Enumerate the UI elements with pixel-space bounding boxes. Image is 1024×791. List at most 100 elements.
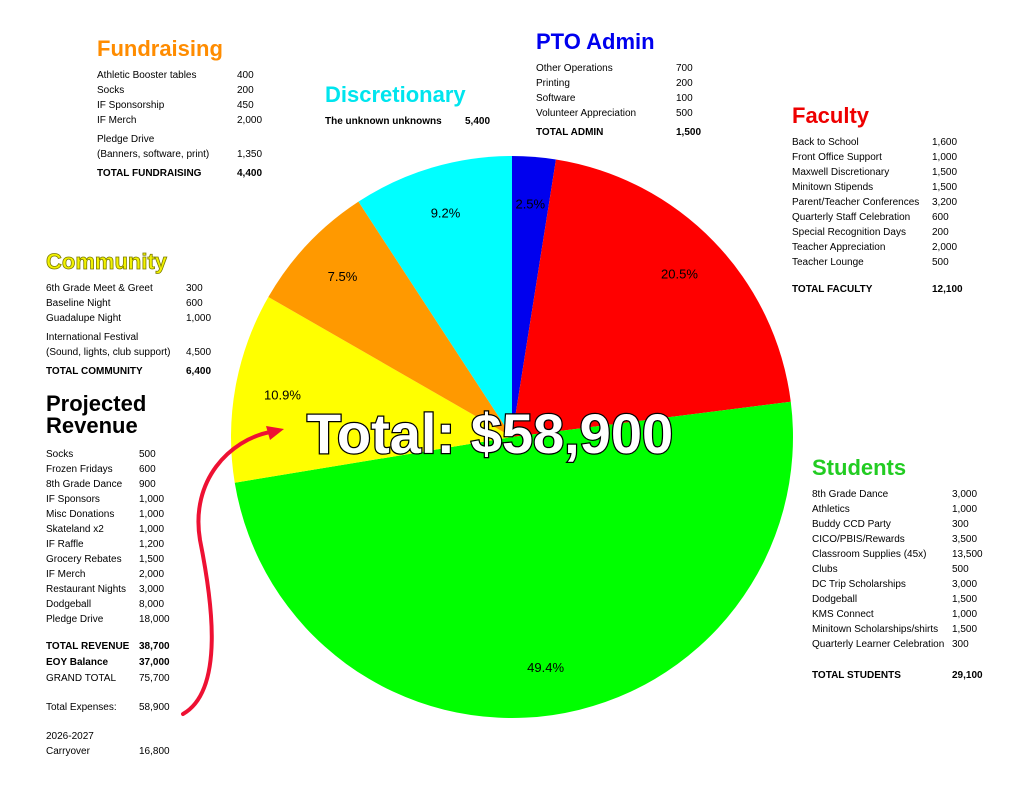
- revenue-item-value: 18,000: [139, 614, 170, 625]
- pto-admin-item-value: 100: [676, 93, 693, 104]
- students-item-value: 500: [952, 564, 969, 575]
- fundraising-item-label: Pledge Drive (Banners, software, print): [97, 134, 210, 160]
- faculty-item-label: Special Recognition Days: [792, 227, 906, 238]
- faculty-row: Teacher Lounge 500: [792, 255, 982, 270]
- pto-admin-row: Other Operations 700: [536, 61, 706, 76]
- fundraising-item-label: Socks: [97, 85, 125, 96]
- revenue-item-value: 1,000: [139, 494, 165, 505]
- revenue-item-value: 900: [139, 479, 156, 490]
- revenue-item-value: 500: [139, 449, 156, 460]
- discretionary-title: Discretionary: [325, 82, 466, 107]
- total-expenses-value: 58,900: [139, 702, 170, 713]
- pto-admin-item-label: Volunteer Appreciation: [536, 108, 637, 119]
- community-total-row: TOTAL COMMUNITY 6,400: [46, 364, 226, 379]
- faculty-item-value: 200: [932, 227, 949, 238]
- students-total-label: TOTAL STUDENTS: [812, 670, 901, 681]
- students-row: Quarterly Learner Celebration 300: [812, 637, 1007, 652]
- faculty-item-label: Teacher Appreciation: [792, 242, 886, 253]
- faculty-item-value: 1,500: [932, 167, 958, 178]
- revenue-row: Skateland x2 1,000: [46, 522, 196, 537]
- revenue-row: Misc Donations 1,000: [46, 507, 196, 522]
- students-title: Students: [812, 455, 907, 480]
- fundraising-item-value: 400: [237, 70, 254, 81]
- revenue-item-value: 1,500: [139, 554, 165, 565]
- fundraising-panel: Fundraising Athletic Booster tables 400 So…: [97, 36, 272, 181]
- pie-slice: [268, 201, 512, 437]
- revenue-item-label: Skateland x2: [46, 524, 104, 535]
- community-row: International Festival (Sound, lights, c…: [46, 330, 226, 360]
- eoy-balance-row: EOY Balance 37,000: [46, 655, 196, 670]
- expenses-arrow-head: [266, 426, 284, 440]
- pie-slice-label: 20.5%: [661, 267, 698, 282]
- faculty-panel: Faculty Back to School 1,600 Front Office …: [792, 103, 982, 297]
- pto-admin-item-label: Printing: [536, 78, 570, 89]
- community-item-value: 1,000: [186, 313, 212, 324]
- faculty-row: Minitown Stipends 1,500: [792, 180, 982, 195]
- community-total-value: 6,400: [186, 366, 212, 377]
- students-row: KMS Connect 1,000: [812, 607, 1007, 622]
- revenue-item-label: Misc Donations: [46, 509, 115, 520]
- discretionary-panel: Discretionary The unknown unknowns 5,400: [325, 82, 505, 129]
- students-item-value: 1,000: [952, 504, 978, 515]
- students-item-value: 1,500: [952, 594, 978, 605]
- fundraising-row: Pledge Drive (Banners, software, print) 1…: [97, 132, 272, 162]
- revenue-row: IF Merch 2,000: [46, 567, 196, 582]
- revenue-item-label: Restaurant Nights: [46, 584, 127, 595]
- revenue-item-label: IF Merch: [46, 569, 86, 580]
- fundraising-item-label: Athletic Booster tables: [97, 70, 197, 81]
- pto-admin-total-row: TOTAL ADMIN 1,500: [536, 125, 706, 140]
- pie-slice: [234, 401, 793, 718]
- fundraising-item-value: 200: [237, 85, 254, 96]
- students-item-value: 13,500: [952, 549, 983, 560]
- revenue-item-value: 1,000: [139, 524, 165, 535]
- discretionary-value: 5,400: [465, 116, 491, 127]
- community-item-value: 300: [186, 283, 203, 294]
- students-row: 8th Grade Dance 3,000: [812, 487, 1007, 502]
- faculty-item-value: 600: [932, 212, 949, 223]
- students-item-label: DC Trip Scholarships: [812, 579, 906, 590]
- revenue-total-label: TOTAL REVENUE: [46, 641, 130, 652]
- students-item-label: Athletics: [812, 504, 850, 515]
- faculty-total-label: TOTAL FACULTY: [792, 284, 873, 295]
- grand-total-row: GRAND TOTAL 75,700: [46, 671, 196, 686]
- fundraising-item-label: IF Sponsorship: [97, 100, 165, 111]
- pto-admin-item-value: 700: [676, 63, 693, 74]
- students-row: Minitown Scholarships/shirts 1,500: [812, 622, 1007, 637]
- faculty-title: Faculty: [792, 103, 870, 128]
- students-item-value: 3,000: [952, 579, 978, 590]
- pto-admin-row: Printing 200: [536, 76, 706, 91]
- students-total-row: TOTAL STUDENTS 29,100: [812, 668, 1007, 683]
- students-row: Athletics 1,000: [812, 502, 1007, 517]
- community-item-label: Baseline Night: [46, 298, 111, 309]
- students-row: DC Trip Scholarships 3,000: [812, 577, 1007, 592]
- pto-admin-panel: PTO Admin Other Operations 700 Printing 200…: [536, 29, 706, 140]
- revenue-item-label: IF Raffle: [46, 539, 84, 550]
- community-item-label: 6th Grade Meet & Greet: [46, 283, 153, 294]
- students-row: CICO/PBIS/Rewards 3,500: [812, 532, 1007, 547]
- faculty-item-label: Teacher Lounge: [792, 257, 864, 268]
- eoy-balance-label: EOY Balance: [46, 657, 109, 668]
- students-total-value: 29,100: [952, 670, 983, 681]
- fundraising-row: Socks 200: [97, 83, 272, 98]
- students-item-value: 3,000: [952, 489, 978, 500]
- faculty-row: Front Office Support 1,000: [792, 150, 982, 165]
- pie-slice-label: 10.9%: [264, 387, 301, 402]
- total-expenses-label: Total Expenses:: [46, 702, 117, 713]
- revenue-item-label: Pledge Drive: [46, 614, 104, 625]
- revenue-item-label: Grocery Rebates: [46, 554, 122, 565]
- revenue-row: IF Raffle 1,200: [46, 537, 196, 552]
- fundraising-item-value: 2,000: [237, 115, 263, 126]
- expenses-arrow: [181, 430, 272, 716]
- students-item-label: Quarterly Learner Celebration: [812, 639, 945, 650]
- pto-admin-row: Volunteer Appreciation 500: [536, 106, 706, 121]
- students-item-label: Dodgeball: [812, 594, 858, 605]
- revenue-item-value: 2,000: [139, 569, 165, 580]
- pto-admin-row: Software 100: [536, 91, 706, 106]
- faculty-item-label: Parent/Teacher Conferences: [792, 197, 920, 208]
- students-item-value: 300: [952, 519, 969, 530]
- revenue-total-row: TOTAL REVENUE 38,700: [46, 639, 196, 654]
- fundraising-title: Fundraising: [97, 36, 223, 61]
- community-total-label: TOTAL COMMUNITY: [46, 366, 143, 377]
- revenue-row: Grocery Rebates 1,500: [46, 552, 196, 567]
